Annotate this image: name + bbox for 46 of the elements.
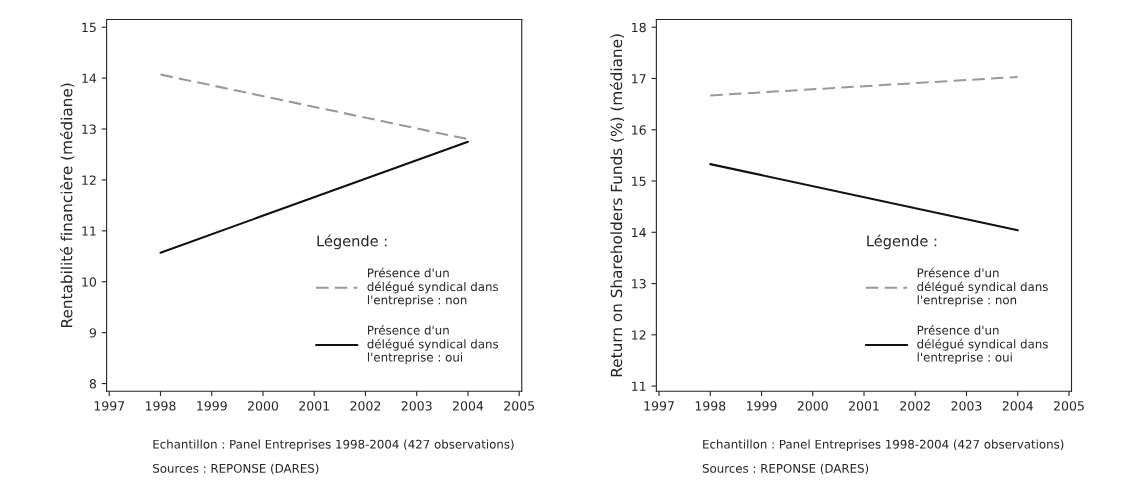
y-tick-label: 14 [632, 227, 646, 238]
x-tick-label: 1999 [746, 401, 777, 411]
legend-title: Légende : [867, 234, 937, 250]
x-tick-label: 2005 [504, 401, 535, 411]
x-tick-label: 2002 [900, 401, 930, 411]
y-tick-label: 13 [82, 124, 96, 134]
y-tick-label: 15 [82, 22, 96, 33]
legend-label: Présence d'un délégué syndical dans l'entreprise : oui [367, 325, 499, 364]
y-tick-label: 12 [82, 175, 96, 185]
y-tick-label: 10 [82, 277, 97, 287]
y-tick-label: 9 [89, 328, 96, 338]
x-tick-label: 1998 [145, 401, 176, 411]
x-tick-label: 1998 [695, 401, 726, 411]
y-tick-label: 15 [632, 176, 646, 186]
x-tick-label: 2004 [452, 401, 484, 411]
y-tick-label: 17 [632, 74, 646, 84]
x-tick-label: 2000 [797, 401, 828, 411]
y-tick-label: 8 [89, 379, 97, 389]
x-tick-label: 2004 [1002, 401, 1033, 411]
text: Echantillon : Panel Entreprises 1998-2004 (427 observations) [153, 439, 514, 451]
y-tick-label: 11 [632, 381, 646, 391]
y-axis-title: Rentabilité financière (médiane) [60, 83, 75, 327]
x-tick-label: 1999 [197, 401, 227, 411]
source-note: Sources : REPONSE (DARES) [702, 463, 869, 475]
y-tick-label: 12 [632, 330, 646, 340]
x-tick-label: 2000 [247, 401, 279, 411]
x-tick-label: 2001 [299, 401, 329, 411]
x-tick-label: 2003 [401, 401, 432, 411]
y-tick-label: 13 [632, 279, 646, 289]
y-tick-label: 18 [632, 22, 646, 33]
x-tick-label: 2001 [849, 401, 879, 411]
text: Echantillon : Panel Entreprises 1998-2004 (427 observations) [703, 439, 1064, 451]
y-axis-title: Return on Shareholders Funds (%) (médiane) [609, 34, 625, 377]
x-tick-label: 1997 [94, 401, 125, 411]
legend-title: Légende : [317, 234, 387, 250]
x-tick-label: 1997 [644, 401, 674, 411]
y-tick-label: 11 [82, 226, 96, 236]
y-tick-label: 14 [82, 73, 97, 83]
x-tick-label: 2005 [1053, 401, 1084, 411]
y-tick-label: 16 [632, 125, 646, 135]
x-tick-label: 2002 [350, 401, 381, 411]
legend-label: Présence d'un délégué syndical dans l'entreprise : oui [917, 325, 1048, 364]
legend-label: Présence d'un délégué syndical dans l'entreprise : non [367, 267, 499, 307]
legend-label: Présence d'un délégué syndical dans l'entreprise : non [917, 267, 1048, 307]
source-note: Sources : REPONSE (DARES) [153, 463, 319, 475]
x-tick-label: 2003 [951, 401, 982, 411]
